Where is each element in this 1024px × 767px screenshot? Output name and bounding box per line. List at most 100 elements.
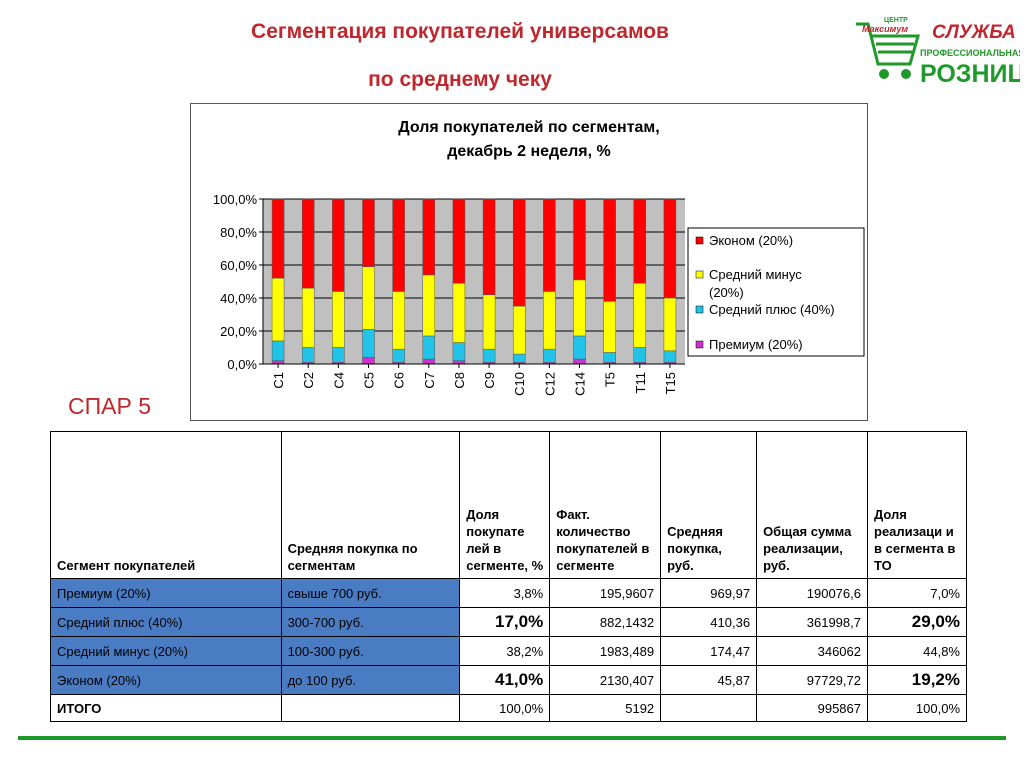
bar-segment: [271, 198, 285, 279]
header-range: Средняя покупка по сегментам: [280, 431, 461, 579]
bar-segment: [633, 347, 647, 363]
bar-segment: [573, 198, 586, 281]
x-tick-label: T5: [603, 372, 618, 387]
bar-segment: [271, 277, 285, 342]
bar-segment: [482, 294, 496, 350]
total-rshare: 100,0%: [867, 694, 967, 722]
legend-swatch: [695, 236, 704, 245]
cell-share: 17,0%: [459, 607, 551, 637]
cell-range: 300-700 руб.: [280, 607, 461, 637]
header-sum: Общая сумма реализации, руб.: [756, 431, 868, 579]
bar-segment: [512, 353, 526, 363]
total-sum: 995867: [756, 694, 868, 722]
cell-share: 38,2%: [459, 636, 551, 666]
cell-range: до 100 руб.: [280, 665, 461, 695]
cell-avg: 410,36: [660, 607, 758, 637]
company-logo: ЦЕНТР Максимум СЛУЖБА ПРОФЕССИОНАЛЬНАЯ Р…: [856, 17, 1020, 88]
logo-small-name: Максимум: [862, 24, 908, 34]
x-tick-label: C1: [271, 372, 286, 389]
total-range: [280, 694, 461, 722]
x-tick-label: C4: [331, 372, 346, 389]
legend-swatch: [695, 340, 704, 349]
legend-label: (20%): [709, 285, 744, 300]
table-row: Средний минус (20%) 100-300 руб. 38,2% 1…: [50, 636, 967, 666]
cell-rshare: 7,0%: [867, 578, 967, 608]
cell-avg: 45,87: [660, 665, 758, 695]
cell-rshare: 19,2%: [867, 665, 967, 695]
chart-title-line: декабрь 2 неделя, %: [447, 143, 610, 160]
cell-sum: 190076,6: [756, 578, 868, 608]
bar-segment: [482, 198, 496, 295]
bar-segment: [362, 329, 375, 358]
bar-segment: [301, 287, 315, 348]
x-tick-label: C12: [542, 372, 557, 396]
cell-segment: Эконом (20%): [50, 665, 282, 695]
legend-box: [687, 227, 865, 357]
bar-segment: [603, 198, 616, 302]
cell-segment: Средний плюс (40%): [50, 607, 282, 637]
table-total-row: ИТОГО 100,0% 5192 995867 100,0%: [50, 694, 967, 722]
cell-count: 195,9607: [549, 578, 662, 608]
store-label: СПАР 5: [68, 393, 152, 419]
total-avg: [660, 694, 758, 722]
x-tick-label: C10: [512, 372, 527, 396]
bar-segment: [663, 350, 677, 363]
chart: Доля покупателей по сегментам, декабрь 2 …: [213, 119, 865, 396]
bar-segment: [362, 198, 375, 267]
bar-segment: [543, 198, 556, 292]
bar-segment: [362, 266, 375, 330]
cell-count: 1983,489: [549, 636, 662, 666]
bar-segment: [392, 291, 405, 350]
legend-swatch: [695, 305, 704, 314]
cell-range: 100-300 руб.: [280, 636, 461, 666]
page-subtitle: по среднему чеку: [368, 68, 552, 91]
bar-segment: [482, 348, 496, 363]
table-row: Средний плюс (40%) 300-700 руб. 17,0% 88…: [50, 607, 967, 637]
cell-avg: 174,47: [660, 636, 758, 666]
header-avg: Средняя покупка, руб.: [660, 431, 758, 579]
legend-swatch: [695, 270, 704, 279]
x-tick-label: C5: [362, 372, 377, 389]
x-tick-label: T15: [663, 372, 678, 394]
bar-segment: [392, 198, 405, 292]
cell-avg: 969,97: [660, 578, 758, 608]
logo-line2: ПРОФЕССИОНАЛЬНАЯ: [920, 48, 1020, 58]
bar-segment: [422, 198, 436, 276]
cell-sum: 346062: [756, 636, 868, 666]
bar-segment: [452, 282, 466, 343]
x-tick-label: C8: [452, 372, 467, 389]
y-tick-label: 0,0%: [227, 357, 257, 372]
bar-segment: [573, 279, 586, 337]
legend-label: Средний плюс (40%): [709, 302, 835, 317]
cell-range: свыше 700 руб.: [280, 578, 461, 608]
bar-segment: [543, 291, 556, 350]
bar-segment: [422, 274, 436, 337]
total-share: 100,0%: [459, 694, 551, 722]
bar-segment: [332, 291, 345, 348]
chart-container: Доля покупателей по сегментам, декабрь 2 …: [190, 103, 868, 421]
y-tick-label: 100,0%: [213, 192, 258, 207]
page-title: Сегментация покупателей универсамов: [251, 20, 669, 43]
bar-segment: [301, 198, 315, 289]
legend-label: Премиум (20%): [709, 337, 803, 352]
y-tick-label: 40,0%: [220, 291, 257, 306]
cell-sum: 361998,7: [756, 607, 868, 637]
header-share: Доля покупате лей в сегменте, %: [459, 431, 551, 579]
cell-segment: Средний минус (20%): [50, 636, 282, 666]
bar-segment: [422, 358, 436, 365]
header-rshare: Доля реализаци и в сегмента в ТО: [867, 431, 967, 579]
x-tick-label: C14: [573, 372, 588, 396]
cell-share: 41,0%: [459, 665, 551, 695]
cell-share: 3,8%: [459, 578, 551, 608]
y-tick-label: 60,0%: [220, 258, 257, 273]
bar-segment: [452, 342, 466, 361]
plot-area: [263, 199, 685, 364]
cell-segment: Премиум (20%): [50, 578, 282, 608]
bar-segment: [543, 348, 556, 363]
logo-line1: СЛУЖБА: [932, 22, 1016, 43]
bar-segment: [422, 335, 436, 360]
total-label: ИТОГО: [50, 694, 282, 722]
cell-sum: 97729,72: [756, 665, 868, 695]
bar-segment: [663, 198, 677, 299]
bar-segment: [271, 340, 285, 361]
